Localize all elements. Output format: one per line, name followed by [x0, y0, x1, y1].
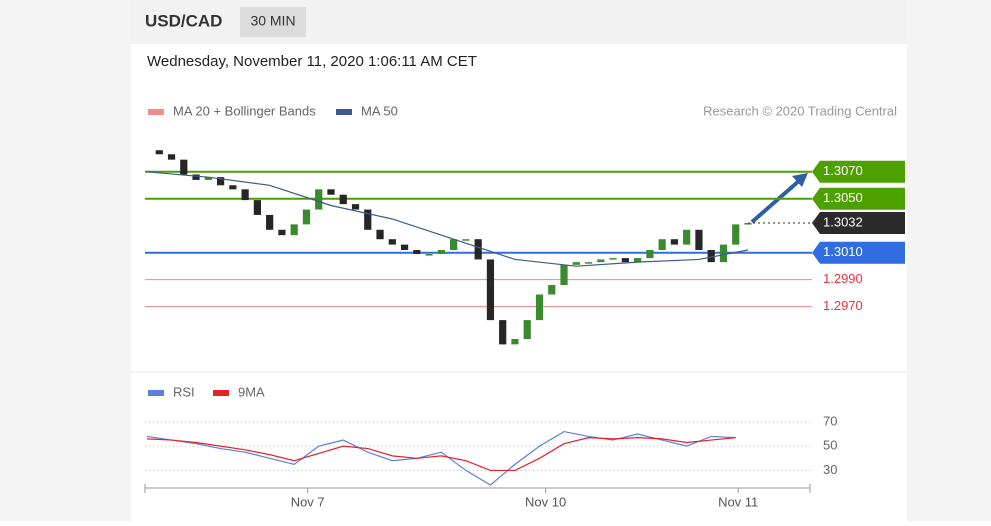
- candle: [535, 294, 544, 321]
- candle: [584, 262, 593, 264]
- candle: [572, 262, 580, 265]
- candle: [732, 224, 740, 245]
- rsi-line: [146, 437, 736, 472]
- candle: [646, 250, 654, 259]
- candle: [315, 189, 323, 210]
- y-tick-label: 50: [823, 438, 837, 453]
- legend-label: MA 50: [361, 103, 398, 118]
- arrow: [750, 178, 802, 224]
- candle: [658, 239, 666, 250]
- legend-swatch: [336, 109, 352, 115]
- level-label: 1.3070: [823, 163, 863, 178]
- candle: [486, 259, 495, 321]
- candle: [609, 258, 617, 260]
- candle: [707, 250, 715, 263]
- candle: [180, 159, 188, 175]
- candle: [253, 200, 261, 215]
- candle: [548, 285, 556, 295]
- timestamp: Wednesday, November 11, 2020 1:06:11 AM …: [147, 53, 477, 70]
- legend-swatch: [213, 390, 229, 396]
- symbol: USD/CAD: [145, 11, 222, 30]
- x-tick-label: Nov 11: [718, 494, 758, 509]
- legend-swatch: [148, 390, 164, 396]
- candle: [302, 209, 311, 225]
- level-box: [812, 241, 905, 264]
- level-label: 1.2970: [823, 298, 863, 313]
- candle: [744, 223, 752, 225]
- candle: [413, 250, 421, 255]
- legend-label: 9MA: [238, 384, 265, 399]
- level-label: 1.3032: [823, 214, 863, 229]
- candle: [229, 185, 237, 190]
- candle: [364, 209, 372, 230]
- interval-box[interactable]: [240, 7, 306, 37]
- candle: [634, 258, 642, 263]
- level-box: [812, 160, 905, 183]
- level-label: 1.2990: [823, 271, 863, 286]
- candle: [155, 150, 163, 155]
- candle: [474, 239, 482, 260]
- candle: [523, 320, 531, 339]
- candle: [462, 239, 470, 241]
- rsi-line: [146, 430, 736, 486]
- candle: [204, 177, 212, 180]
- candle: [450, 239, 458, 250]
- candle: [437, 250, 445, 255]
- candle: [216, 177, 225, 186]
- level-label: 1.3010: [823, 244, 863, 259]
- y-tick-label: 70: [823, 413, 837, 428]
- candle: [695, 229, 703, 250]
- level-box: [812, 212, 905, 235]
- candle: [719, 244, 728, 263]
- candle: [266, 214, 274, 230]
- candle: [511, 338, 519, 345]
- candle: [621, 258, 629, 263]
- y-tick-label: 30: [823, 462, 837, 477]
- candle: [376, 229, 384, 240]
- interval[interactable]: 30 MIN: [250, 13, 295, 29]
- panel: [131, 44, 907, 521]
- candle: [388, 239, 396, 245]
- candle: [192, 174, 200, 180]
- candle: [290, 224, 298, 236]
- credit: Research © 2020 Trading Central: [703, 103, 897, 118]
- candle: [425, 254, 433, 256]
- candle: [683, 229, 691, 245]
- ma-line: [146, 171, 749, 267]
- legend-label: MA 20 + Bollinger Bands: [173, 103, 316, 118]
- candle: [560, 264, 568, 286]
- candle: [400, 244, 409, 250]
- candle: [167, 154, 176, 160]
- candle: [327, 189, 335, 195]
- candle: [339, 194, 347, 205]
- level-box: [812, 187, 905, 210]
- x-tick-label: Nov 7: [291, 494, 325, 509]
- legend-label: RSI: [173, 384, 195, 399]
- candle: [670, 239, 679, 245]
- candle: [241, 189, 249, 201]
- level-label: 1.3050: [823, 190, 863, 205]
- candle: [278, 229, 286, 236]
- candle: [597, 259, 605, 263]
- candle: [351, 204, 360, 210]
- candle: [499, 320, 507, 345]
- x-tick-label: Nov 10: [525, 494, 566, 509]
- arrow-head: [792, 173, 808, 187]
- legend-swatch: [148, 109, 164, 115]
